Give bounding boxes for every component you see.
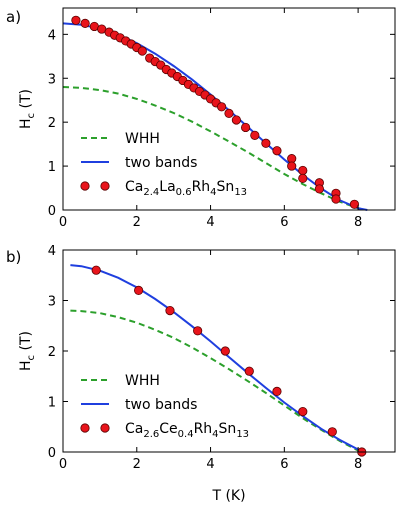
legend-label: two bands — [125, 397, 197, 413]
data-point — [217, 102, 227, 112]
data-point — [134, 285, 144, 295]
y-tick-label: 0 — [48, 204, 56, 219]
y-tick-label: 3 — [48, 295, 56, 310]
plot-frame — [62, 7, 396, 211]
data-point — [287, 161, 297, 171]
data-point — [261, 138, 271, 148]
legend: WHH two bands Ca2.4La0.6Rh4Sn13 — [80, 131, 247, 198]
panel-label: b) — [6, 248, 21, 266]
data-point — [241, 122, 251, 133]
y-tick-label: 1 — [48, 160, 56, 175]
legend-marker — [80, 181, 90, 191]
x-tick-label: 0 — [59, 215, 67, 230]
x-tick-label: 2 — [133, 215, 141, 230]
data-point — [349, 199, 360, 209]
panel-label: a) — [6, 8, 21, 26]
x-tick-label: 2 — [133, 457, 141, 472]
y-axis-label: Hc (T) — [18, 89, 37, 129]
data-point — [165, 305, 175, 316]
data-point — [71, 15, 81, 25]
data-point — [331, 194, 341, 204]
y-tick-label: 2 — [48, 116, 56, 131]
data-point — [224, 108, 234, 118]
data-point — [250, 130, 260, 140]
legend-label: two bands — [125, 155, 197, 171]
y-axis-label: Hc (T) — [18, 331, 37, 371]
data-point — [244, 366, 254, 376]
y-tick-label: 4 — [48, 28, 56, 43]
data-point — [231, 115, 241, 125]
y-tick-label: 1 — [48, 396, 56, 411]
legend-marker — [100, 181, 110, 191]
data-point — [327, 427, 337, 437]
x-tick-label: 8 — [354, 215, 362, 230]
x-tick-label: 0 — [59, 457, 67, 472]
series-line-1 — [62, 86, 366, 211]
x-tick-label: 6 — [280, 215, 288, 230]
legend-label: Ca2.6Ce0.4Rh4Sn13 — [125, 421, 249, 440]
data-point — [137, 46, 147, 56]
x-tick-label: 6 — [280, 457, 288, 472]
data-point — [91, 265, 101, 275]
series-line-2 — [70, 264, 363, 453]
y-tick-label: 2 — [48, 345, 56, 360]
legend: WHH two bands Ca2.6Ce0.4Rh4Sn13 — [80, 373, 249, 440]
data-point — [220, 346, 230, 356]
y-tick-label: 3 — [48, 72, 56, 87]
x-tick-label: 8 — [354, 457, 362, 472]
y-tick-label: 4 — [48, 244, 56, 259]
legend-label: WHH — [125, 373, 160, 389]
data-point — [80, 18, 90, 28]
chart-panel-1: a) 0 2 4 6 8 0 1 2 3 4 Hc (T) WHH two bands Ca2.4La0.6… — [6, 7, 396, 230]
x-tick-label: 4 — [206, 215, 214, 230]
legend-label: Ca2.4La0.6Rh4Sn13 — [125, 179, 247, 198]
data-point — [298, 406, 308, 417]
data-point — [272, 386, 282, 396]
legend-marker — [100, 423, 110, 433]
x-tick-label: 4 — [206, 457, 214, 472]
data-point — [298, 173, 308, 183]
y-tick-label: 0 — [48, 446, 56, 461]
legend-marker — [80, 423, 90, 433]
data-point — [314, 184, 324, 194]
chart-panel-2: b) 0 2 4 6 8 0 1 2 3 4 Hc (T) T (K) WHH two bands Ca2.6… — [6, 244, 396, 504]
data-point — [272, 146, 282, 156]
x-axis-label: T (K) — [211, 488, 245, 504]
legend-label: WHH — [125, 131, 160, 147]
data-point — [298, 165, 308, 176]
data-point — [193, 326, 203, 336]
